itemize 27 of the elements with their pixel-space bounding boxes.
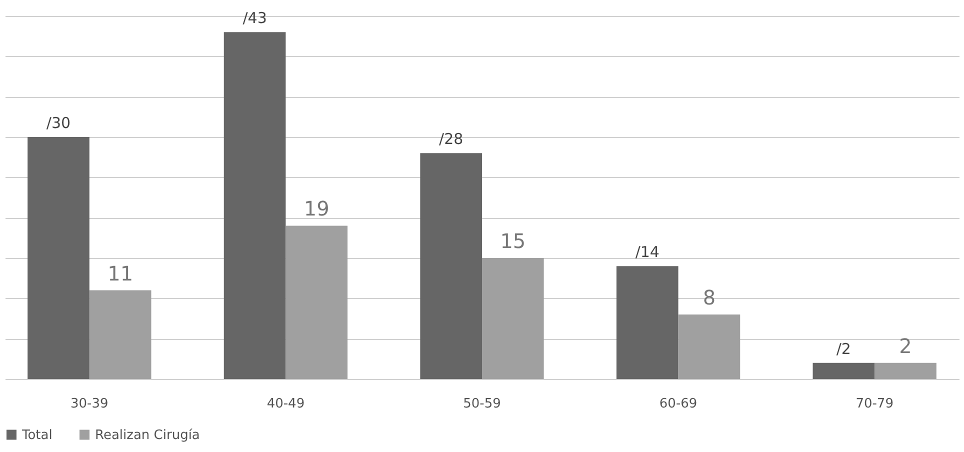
x-tick-label: 40-49 <box>266 396 305 412</box>
bar <box>812 362 875 379</box>
x-tick-label: 70-79 <box>856 396 894 412</box>
bar <box>286 226 348 379</box>
data-label: /28 <box>439 130 464 148</box>
bar <box>89 290 152 379</box>
data-label: 11 <box>108 261 134 286</box>
data-label: 15 <box>500 229 526 253</box>
data-label: /14 <box>635 243 660 262</box>
data-label: /2 <box>836 340 851 358</box>
x-tick-label: 30-39 <box>70 396 108 412</box>
bar <box>420 153 482 379</box>
bar <box>616 266 678 379</box>
data-label: 19 <box>304 196 330 221</box>
bar <box>482 258 544 379</box>
legend-label: Realizan Cirugía <box>95 428 200 443</box>
x-tick-label: 50-59 <box>463 396 501 412</box>
data-label: 8 <box>702 285 716 310</box>
legend-label: Total <box>21 428 52 443</box>
bar <box>874 362 936 379</box>
bar <box>224 32 286 379</box>
x-tick-label: 60-69 <box>659 396 698 412</box>
bar <box>28 137 90 379</box>
bar <box>678 314 740 379</box>
data-label: 2 <box>899 334 912 358</box>
data-label: /30 <box>46 114 71 132</box>
data-label: /43 <box>242 9 267 28</box>
